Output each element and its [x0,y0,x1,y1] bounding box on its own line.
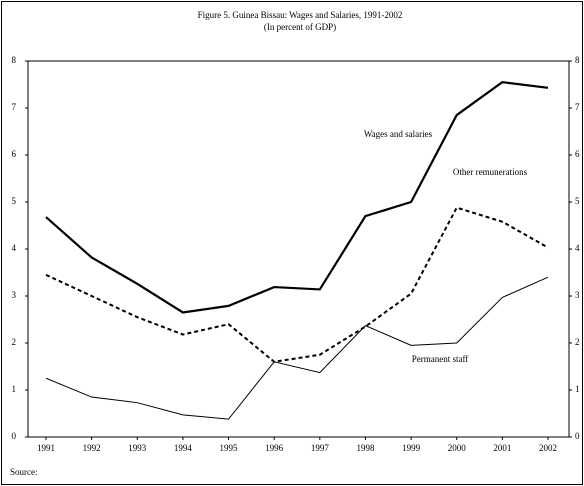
y2-tick-label: 1 [575,384,580,394]
chart-subtitle: (In percent of GDP) [264,22,336,32]
x-tick-label: 1995 [220,443,239,453]
y2-tick-label: 8 [575,55,580,65]
series-label: Wages and salaries [364,129,433,139]
line-series [45,206,549,363]
y-tick-label: 3 [12,290,17,300]
y2-tick-label: 7 [575,102,580,112]
y-tick-label: 7 [12,102,17,112]
source: Source: [10,467,38,477]
y-tick-label: 8 [12,55,17,65]
y2-tick-label: 3 [575,290,580,300]
series-label: Other remunerations [453,167,528,177]
x-tick-label: 1999 [402,443,421,453]
x-tick-label: 1996 [265,443,284,453]
y2-tick-label: 5 [575,196,580,206]
y2-tick-label: 6 [575,149,580,159]
line-series [45,81,549,314]
y-tick-label: 1 [12,384,17,394]
x-tick-label: 1993 [128,443,147,453]
x-tick-label: 1991 [37,443,55,453]
plot-area [27,60,570,438]
x-tick-label: 1992 [83,443,101,453]
y-tick-label: 0 [12,431,17,441]
y-tick-label: 4 [12,243,17,253]
x-tick-label: 2002 [539,443,557,453]
x-tick-label: 1997 [311,443,330,453]
y-tick-label: 2 [12,337,17,347]
series-label: Permanent staff [412,354,469,364]
x-tick-label: 2001 [493,443,511,453]
y2-tick-label: 4 [575,243,580,253]
line-series [45,276,549,420]
chart-title: Figure 5. Guinea Bissau: Wages and Salar… [198,10,403,20]
y2-tick-label: 2 [575,337,580,347]
x-tick-label: 1998 [356,443,375,453]
y-tick-label: 5 [12,196,17,206]
y-tick-label: 6 [12,149,17,159]
x-tick-label: 1994 [174,443,193,453]
x-tick-label: 2000 [448,443,467,453]
y2-tick-label: 0 [575,431,580,441]
